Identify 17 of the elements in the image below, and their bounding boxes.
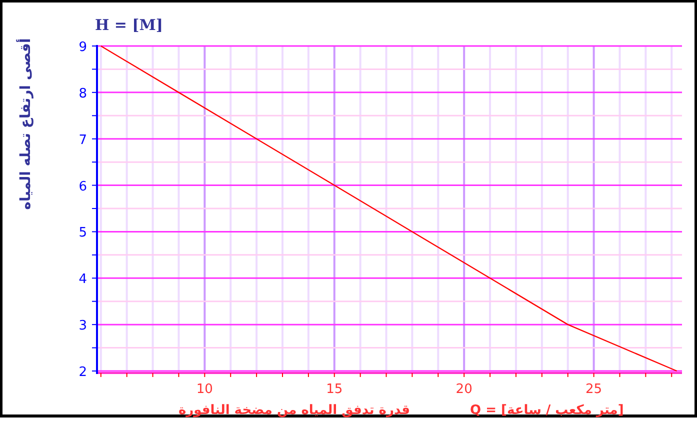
x-tick-label: 15 — [326, 382, 343, 397]
y-tick-label: 7 — [78, 132, 87, 148]
y-tick-label: 5 — [78, 226, 87, 241]
y-tick-label: 4 — [78, 272, 87, 288]
y-tick-label: 9 — [78, 40, 87, 55]
x-tick-label: 10 — [196, 382, 213, 397]
x-tick-label: 25 — [586, 382, 602, 397]
y-tick-label: 8 — [78, 86, 87, 102]
x-axis-title: قدرة تدفق المياه من مضخة النافورة — [178, 403, 410, 418]
y-axis-title: أقصى ارتفاع تصله المياه — [16, 38, 34, 210]
y-tick-label: 2 — [78, 365, 87, 380]
line-series — [100, 45, 678, 372]
text: H = [M] — [95, 16, 163, 34]
y-tick-label: 6 — [78, 179, 87, 194]
x-tick-label: 20 — [456, 382, 472, 397]
text: Q = [متر مكعب / ساعة] — [470, 403, 624, 418]
y-tick-label: 3 — [78, 318, 87, 334]
